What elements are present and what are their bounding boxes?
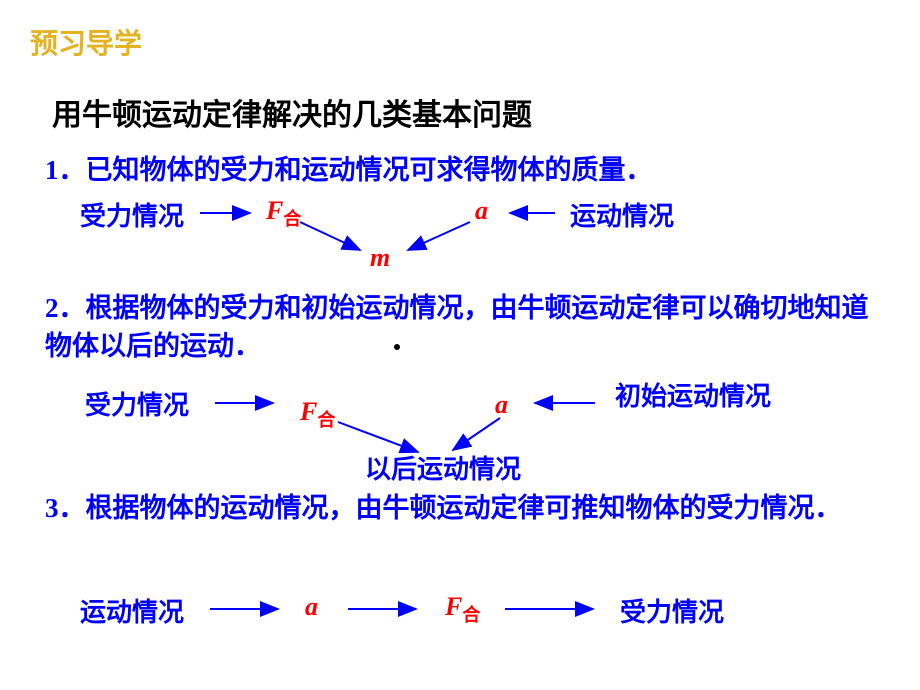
d1-arrow-2	[505, 208, 560, 218]
d2-F: F合	[300, 397, 335, 432]
d1-F: F合	[266, 196, 301, 231]
d2-arrow-1	[215, 398, 280, 408]
d1-arrow-4	[400, 222, 475, 257]
d2-a: a	[495, 390, 508, 420]
d1-arrow-3	[300, 222, 370, 257]
section-header: 预习导学	[30, 22, 142, 62]
d1-a: a	[475, 196, 488, 226]
d3-force-cond: 受力情况	[620, 592, 724, 629]
d2-arrow-2	[530, 398, 600, 408]
d1-motion-cond: 运动情况	[570, 196, 674, 233]
point-3: 3．根据物体的运动情况，由牛顿运动定律可推知物体的受力情况．	[45, 490, 875, 528]
d1-force-cond: 受力情况	[80, 196, 184, 233]
d3-arrow-2	[348, 604, 423, 614]
d2-arrow-4	[445, 418, 515, 458]
d2-force-cond: 受力情况	[85, 385, 189, 422]
d3-F: F合	[445, 592, 480, 627]
d2-arrow-3	[338, 422, 428, 460]
d1-arrow-1	[200, 208, 255, 218]
bullet-dot	[394, 344, 400, 350]
d3-motion-cond: 运动情况	[80, 592, 184, 629]
d3-arrow-1	[210, 604, 285, 614]
point-2: 2．根据物体的受力和初始运动情况，由牛顿运动定律可以确切地知道物体以后的运动．	[45, 290, 875, 366]
d2-init-motion: 初始运动情况	[615, 376, 771, 413]
point-1: 1．已知物体的受力和运动情况可求得物体的质量．	[45, 148, 653, 187]
page-title: 用牛顿运动定律解决的几类基本问题	[52, 90, 532, 134]
d3-arrow-3	[505, 604, 600, 614]
d3-a: a	[305, 592, 318, 622]
d1-m: m	[370, 243, 390, 273]
